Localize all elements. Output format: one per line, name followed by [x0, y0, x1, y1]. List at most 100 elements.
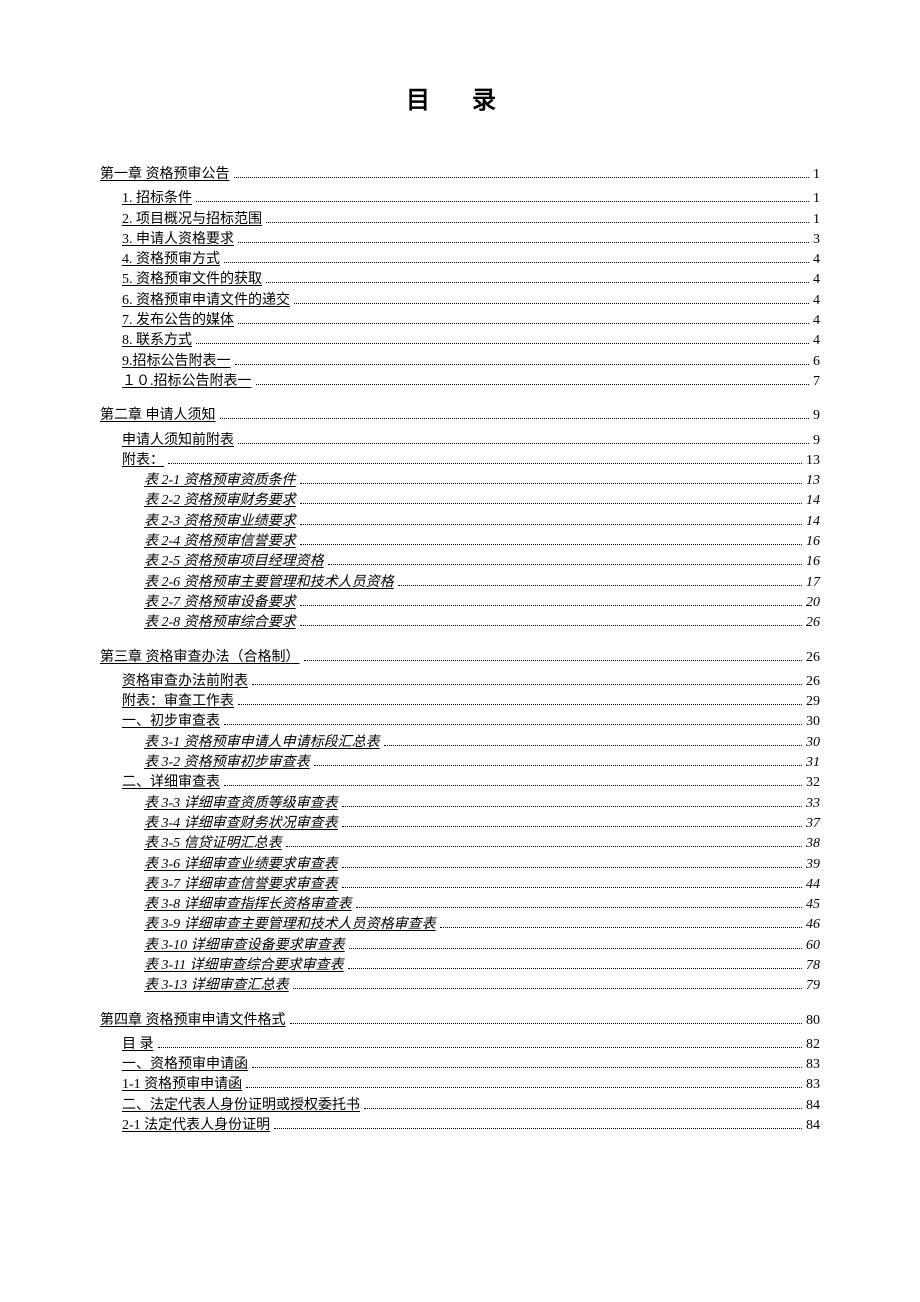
toc-entry[interactable]: 附表：审查工作表29	[122, 692, 820, 712]
toc-page-number: 80	[806, 1011, 820, 1031]
toc-page-number: 4	[813, 291, 820, 311]
toc-entry[interactable]: 表 2-6 资格预审主要管理和技术人员资格17	[144, 573, 820, 593]
toc-label: 表 2-4 资格预审信誉要求	[144, 532, 296, 552]
toc-entry[interactable]: 表 3-8 详细审查指挥长资格审查表45	[144, 895, 820, 915]
toc-label: 附表：	[122, 451, 164, 471]
toc-entry[interactable]: 5. 资格预审文件的获取4	[122, 270, 820, 290]
toc-entry[interactable]: 二、法定代表人身份证明或授权委托书84	[122, 1096, 820, 1116]
toc-entry[interactable]: 8. 联系方式4	[122, 331, 820, 351]
toc-entry[interactable]: 表 3-4 详细审查财务状况审查表37	[144, 814, 820, 834]
toc-leader-dots	[304, 660, 803, 661]
toc-page-number: 79	[806, 976, 820, 996]
toc-label: 表 3-10 详细审查设备要求审查表	[144, 936, 345, 956]
toc-entry[interactable]: 表 3-9 详细审查主要管理和技术人员资格审查表46	[144, 915, 820, 935]
toc-entry[interactable]: 资格审查办法前附表26	[122, 672, 820, 692]
toc-page-number: 84	[806, 1116, 820, 1136]
toc-entry[interactable]: 7. 发布公告的媒体4	[122, 311, 820, 331]
toc-page-number: 1	[813, 189, 820, 209]
toc-label: 9.招标公告附表一	[122, 352, 231, 372]
toc-entry[interactable]: 3. 申请人资格要求3	[122, 230, 820, 250]
toc-entry[interactable]: 第二章 申请人须知9	[100, 406, 820, 426]
toc-page-number: 1	[813, 210, 820, 230]
toc-leader-dots	[238, 704, 802, 705]
toc-label: 表 2-7 资格预审设备要求	[144, 593, 296, 613]
toc-entry[interactable]: 表 2-2 资格预审财务要求14	[144, 491, 820, 511]
toc-page-number: 17	[806, 573, 820, 593]
toc-label: 表 3-11 详细审查综合要求审查表	[144, 956, 344, 976]
toc-label: 表 2-8 资格预审综合要求	[144, 613, 296, 633]
toc-leader-dots	[300, 544, 802, 545]
toc-page-number: 31	[806, 753, 820, 773]
toc-leader-dots	[290, 1023, 803, 1024]
toc-entry[interactable]: 第三章 资格审查办法（合格制）26	[100, 648, 820, 668]
toc-entry[interactable]: 第四章 资格预审申请文件格式80	[100, 1011, 820, 1031]
toc-page-number: 14	[806, 512, 820, 532]
toc-entry[interactable]: 表 2-3 资格预审业绩要求14	[144, 512, 820, 532]
toc-page-number: 30	[806, 733, 820, 753]
toc-page-number: 83	[806, 1075, 820, 1095]
toc-label: 申请人须知前附表	[122, 431, 234, 451]
toc-entry[interactable]: 表 3-1 资格预审申请人申请标段汇总表30	[144, 733, 820, 753]
toc-label: 资格审查办法前附表	[122, 672, 248, 692]
toc-label: 表 3-6 详细审查业绩要求审查表	[144, 855, 338, 875]
toc-entry[interactable]: 表 2-7 资格预审设备要求 20	[144, 593, 820, 613]
toc-label: 第二章 申请人须知	[100, 406, 216, 426]
toc-entry[interactable]: 表 3-13 详细审查汇总表79	[144, 976, 820, 996]
toc-page-number: 30	[806, 712, 820, 732]
toc-entry[interactable]: 一、资格预审申请函83	[122, 1055, 820, 1075]
toc-entry[interactable]: 表 3-7 详细审查信誉要求审查表44	[144, 875, 820, 895]
toc-entry[interactable]: 1. 招标条件1	[122, 189, 820, 209]
toc-entry[interactable]: 表 3-10 详细审查设备要求审查表60	[144, 936, 820, 956]
toc-entry[interactable]: 表 2-5 资格预审项目经理资格16	[144, 552, 820, 572]
toc-leader-dots	[224, 262, 809, 263]
toc-entry[interactable]: 目 录82	[122, 1035, 820, 1055]
toc-entry[interactable]: 附表：13	[122, 451, 820, 471]
toc-leader-dots	[342, 867, 802, 868]
toc-entry[interactable]: 表 3-11 详细审查综合要求审查表78	[144, 956, 820, 976]
toc-leader-dots	[300, 503, 802, 504]
toc-entry[interactable]: 表 3-2 资格预审初步审查表31	[144, 753, 820, 773]
toc-leader-dots	[224, 724, 802, 725]
toc-leader-dots	[220, 418, 810, 419]
page-title: 目 录	[100, 80, 820, 115]
toc-page-number: 14	[806, 491, 820, 511]
toc-page-number: 9	[813, 431, 820, 451]
toc-label: 6. 资格预审申请文件的递交	[122, 291, 290, 311]
toc-leader-dots	[398, 585, 802, 586]
toc-page-number: 20	[806, 593, 820, 613]
toc-leader-dots	[168, 463, 802, 464]
toc-entry[interactable]: 9.招标公告附表一 6	[122, 352, 820, 372]
toc-entry[interactable]: 4. 资格预审方式4	[122, 250, 820, 270]
toc-leader-dots	[256, 384, 810, 385]
toc-entry[interactable]: 表 2-1 资格预审资质条件13	[144, 471, 820, 491]
toc-entry[interactable]: 表 3-5 信贷证明汇总表38	[144, 834, 820, 854]
toc-label: 二、详细审查表	[122, 773, 220, 793]
toc-label: 表 3-8 详细审查指挥长资格审查表	[144, 895, 352, 915]
toc-entry[interactable]: 二、详细审查表32	[122, 773, 820, 793]
toc-entry[interactable]: 2-1 法定代表人身份证明84	[122, 1116, 820, 1136]
toc-entry[interactable]: 第一章 资格预审公告1	[100, 165, 820, 185]
toc-entry[interactable]: 2. 项目概况与招标范围1	[122, 210, 820, 230]
toc-entry[interactable]: 表 2-8 资格预审综合要求 26	[144, 613, 820, 633]
toc-entry[interactable]: 一、初步审查表 30	[122, 712, 820, 732]
toc-page-number: 16	[806, 532, 820, 552]
toc-page-number: 26	[806, 613, 820, 633]
toc-leader-dots	[300, 625, 802, 626]
toc-entry[interactable]: 表 3-6 详细审查业绩要求审查表39	[144, 855, 820, 875]
toc-leader-dots	[294, 303, 809, 304]
toc-entry[interactable]: 6. 资格预审申请文件的递交 4	[122, 291, 820, 311]
toc-entry[interactable]: 表 2-4 资格预审信誉要求 16	[144, 532, 820, 552]
toc-page-number: 6	[813, 352, 820, 372]
toc-label: 表 3-5 信贷证明汇总表	[144, 834, 282, 854]
toc-label: 一、初步审查表	[122, 712, 220, 732]
toc-leader-dots	[238, 443, 809, 444]
toc-leader-dots	[293, 988, 802, 989]
toc-page-number: 83	[806, 1055, 820, 1075]
toc-leader-dots	[224, 785, 802, 786]
toc-page-number: 4	[813, 331, 820, 351]
toc-entry[interactable]: 1-1 资格预审申请函83	[122, 1075, 820, 1095]
toc-entry[interactable]: 表 3-3 详细审查资质等级审查表33	[144, 794, 820, 814]
toc-entry[interactable]: 申请人须知前附表 9	[122, 431, 820, 451]
toc-entry[interactable]: １０.招标公告附表一 7	[122, 372, 820, 392]
toc-page-number: 44	[806, 875, 820, 895]
